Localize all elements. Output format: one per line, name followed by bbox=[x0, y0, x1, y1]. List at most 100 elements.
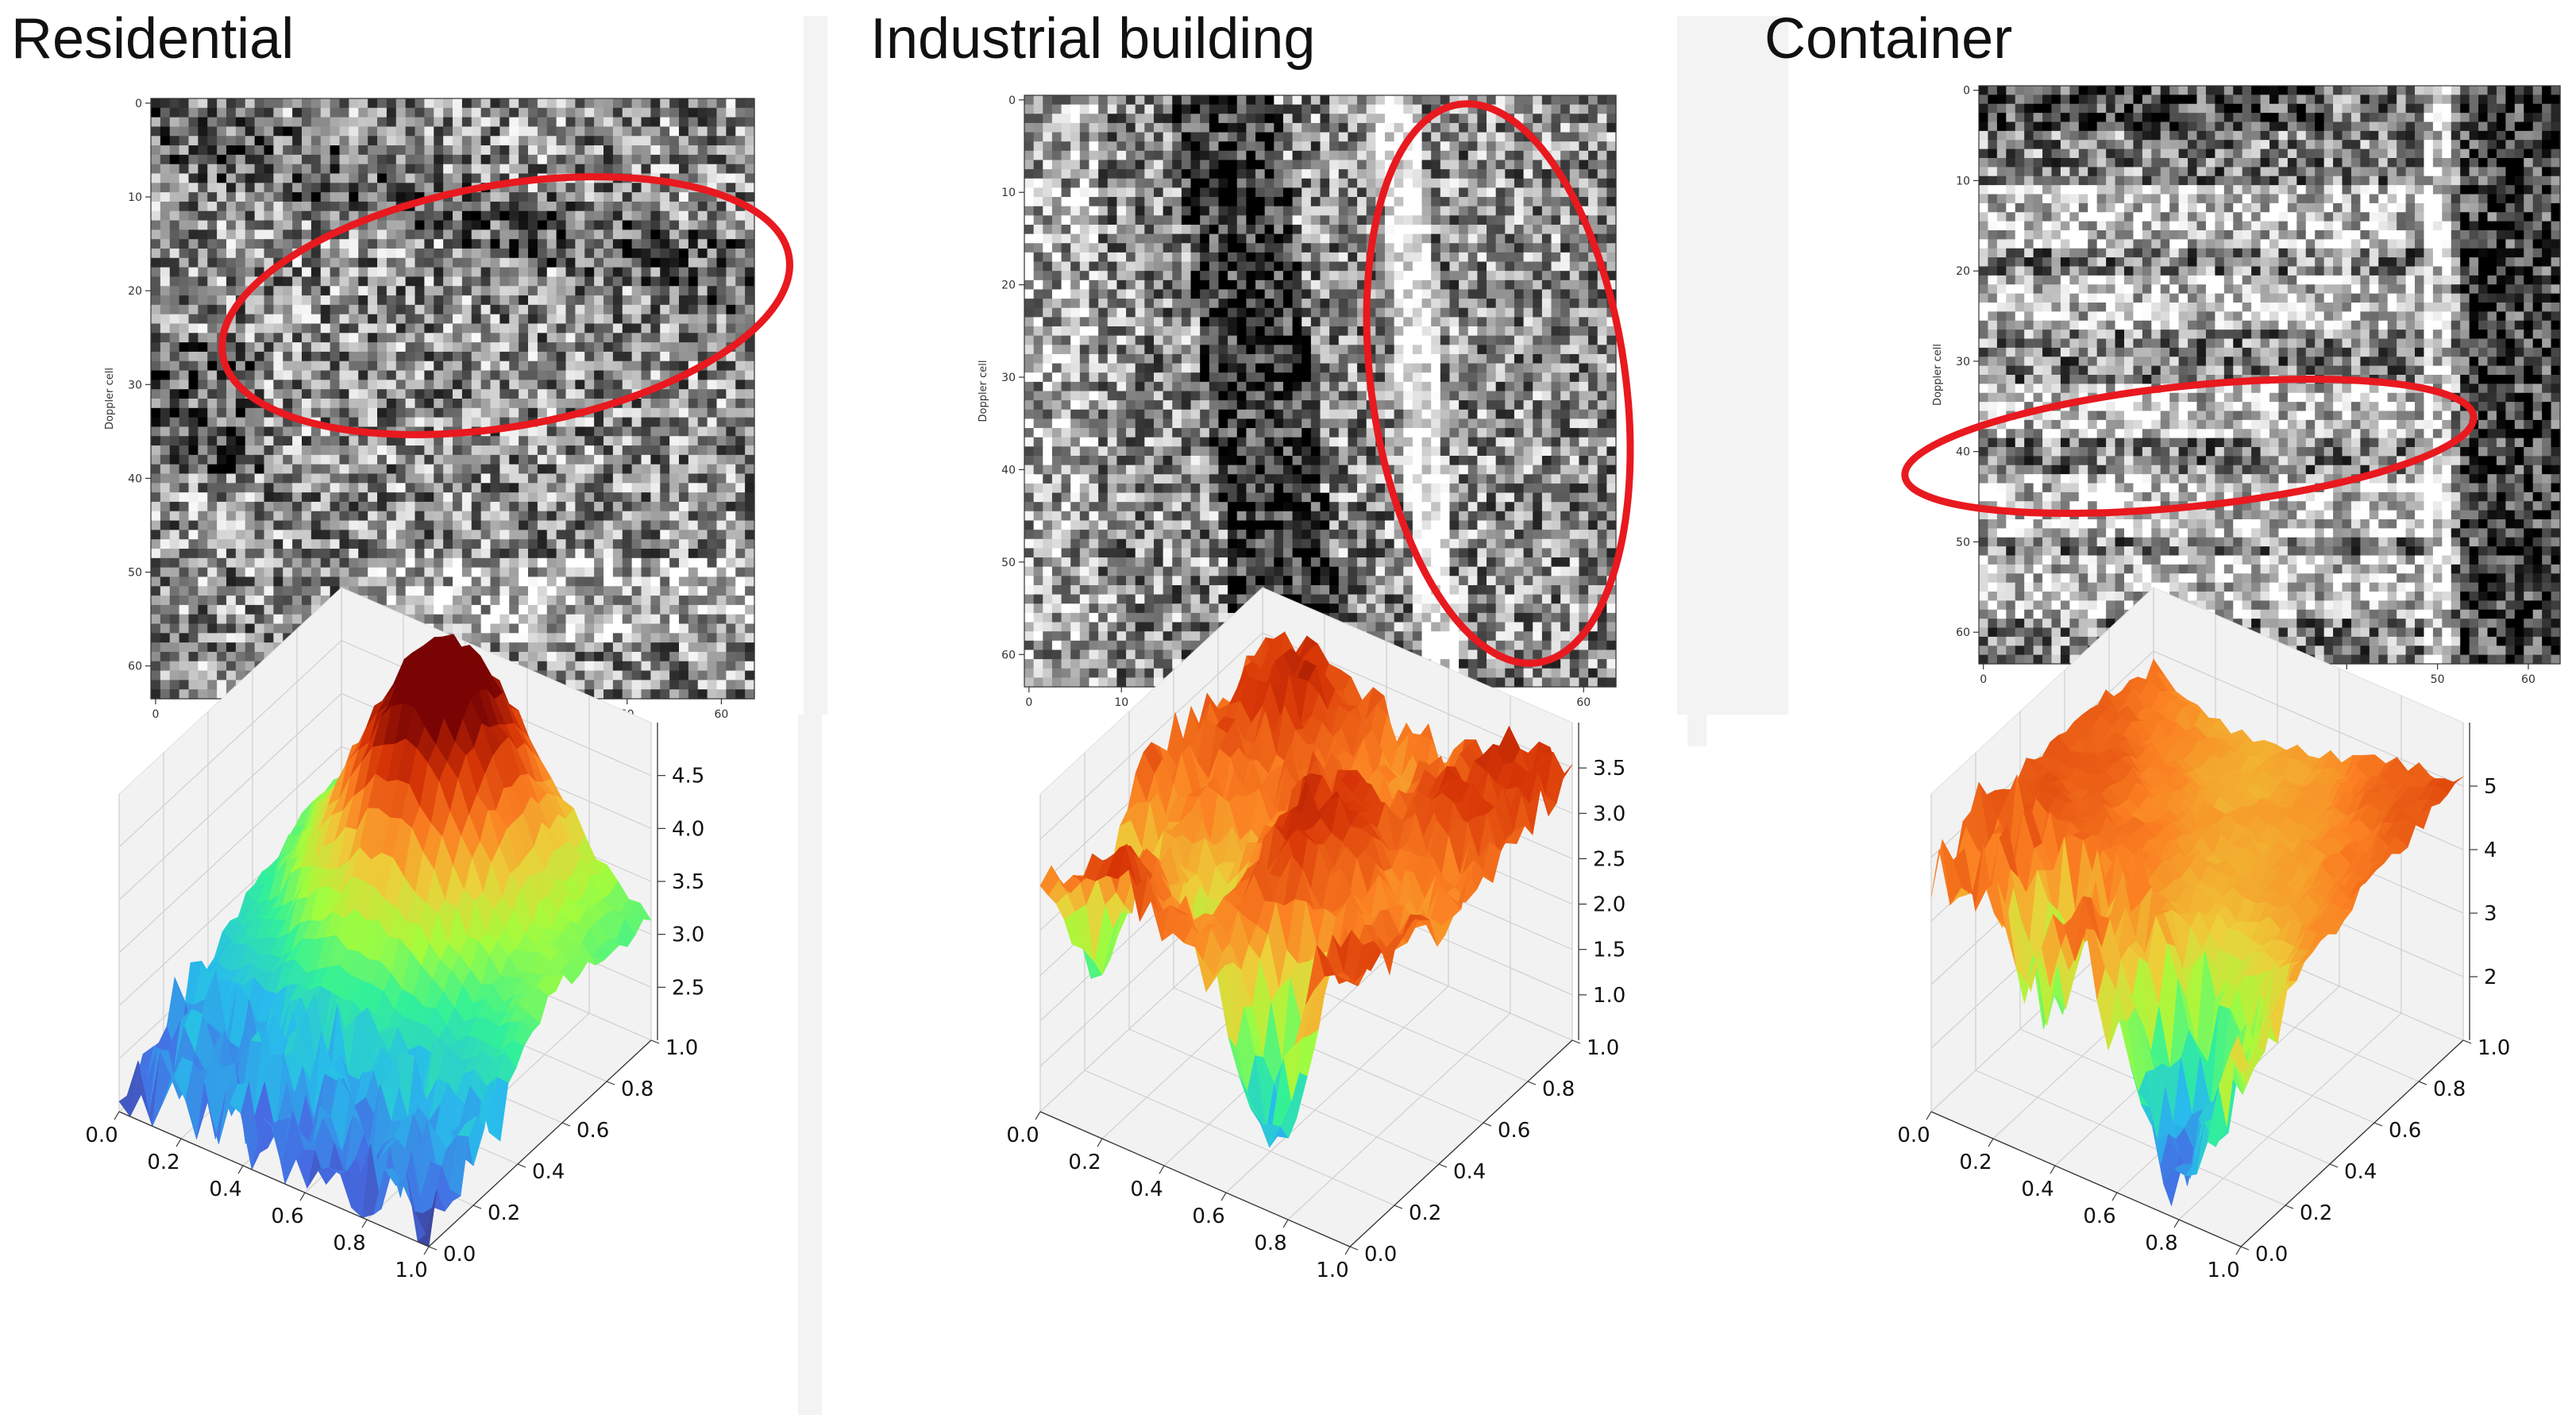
image-pixel bbox=[1070, 150, 1081, 161]
image-pixel bbox=[245, 576, 256, 587]
image-pixel bbox=[302, 154, 312, 165]
image-pixel bbox=[556, 229, 567, 240]
image-pixel bbox=[707, 164, 718, 175]
image-pixel bbox=[509, 399, 519, 409]
image-pixel bbox=[650, 220, 661, 230]
image-pixel bbox=[660, 604, 670, 615]
image-pixel bbox=[207, 267, 218, 278]
image-pixel bbox=[707, 314, 718, 325]
image-pixel bbox=[349, 257, 359, 268]
image-pixel bbox=[169, 501, 180, 512]
image-pixel bbox=[660, 276, 670, 287]
image-pixel bbox=[198, 661, 208, 672]
image-pixel bbox=[273, 454, 283, 465]
image-pixel bbox=[310, 220, 322, 230]
image-pixel bbox=[395, 473, 407, 484]
image-pixel bbox=[198, 511, 208, 522]
image-pixel bbox=[302, 530, 312, 540]
image-pixel bbox=[405, 107, 416, 118]
image-pixel bbox=[415, 530, 425, 540]
image-pixel bbox=[188, 454, 199, 465]
image-pixel bbox=[377, 183, 388, 193]
image-pixel bbox=[594, 417, 604, 428]
image-pixel bbox=[1144, 215, 1155, 226]
image-pixel bbox=[509, 145, 519, 156]
image-pixel bbox=[707, 173, 718, 183]
image-pixel bbox=[320, 183, 331, 193]
image-pixel bbox=[160, 229, 171, 240]
image-pixel bbox=[1107, 95, 1118, 106]
image-pixel bbox=[320, 389, 331, 399]
image-pixel bbox=[283, 295, 293, 306]
image-pixel bbox=[631, 351, 642, 362]
image-pixel bbox=[594, 445, 604, 456]
image-pixel bbox=[217, 445, 227, 456]
image-pixel bbox=[443, 567, 453, 578]
image-pixel bbox=[480, 145, 492, 156]
image-pixel bbox=[349, 164, 359, 175]
image-pixel bbox=[226, 286, 237, 296]
image-pixel bbox=[622, 501, 633, 512]
image-pixel bbox=[151, 136, 161, 146]
image-pixel bbox=[556, 295, 567, 306]
image-pixel bbox=[688, 295, 699, 306]
image-pixel bbox=[395, 492, 407, 503]
image-pixel bbox=[519, 399, 529, 409]
image-pixel bbox=[320, 351, 331, 362]
image-pixel bbox=[453, 436, 463, 446]
image-pixel bbox=[434, 154, 444, 165]
image-pixel bbox=[169, 304, 180, 315]
image-pixel bbox=[735, 539, 746, 549]
image-pixel bbox=[660, 98, 670, 109]
image-pixel bbox=[631, 576, 642, 587]
image-pixel bbox=[226, 670, 237, 681]
image-pixel bbox=[320, 154, 331, 165]
image-pixel bbox=[330, 257, 341, 268]
image-pixel bbox=[612, 501, 623, 512]
image-pixel bbox=[745, 98, 755, 109]
image-pixel bbox=[519, 426, 529, 437]
image-pixel bbox=[461, 380, 472, 390]
image-pixel bbox=[434, 445, 444, 456]
image-pixel bbox=[424, 323, 434, 334]
image-pixel bbox=[283, 136, 293, 146]
image-pixel bbox=[254, 98, 265, 109]
image-pixel bbox=[1375, 95, 1386, 106]
image-pixel bbox=[707, 145, 718, 156]
image-pixel bbox=[716, 586, 727, 596]
image-pixel bbox=[1181, 160, 1192, 170]
image-pixel bbox=[207, 576, 218, 587]
image-pixel bbox=[169, 680, 180, 690]
image-pixel bbox=[726, 145, 736, 156]
image-pixel bbox=[745, 436, 755, 446]
image-pixel bbox=[339, 173, 349, 183]
image-pixel bbox=[688, 210, 699, 222]
image-pixel bbox=[254, 539, 265, 549]
image-pixel bbox=[575, 661, 585, 672]
image-pixel bbox=[716, 360, 727, 372]
image-pixel bbox=[745, 295, 755, 306]
image-pixel bbox=[669, 136, 680, 146]
image-pixel bbox=[169, 464, 180, 475]
image-pixel bbox=[310, 164, 322, 175]
image-pixel bbox=[528, 249, 538, 259]
image-pixel bbox=[735, 286, 746, 296]
image-pixel bbox=[594, 483, 604, 493]
image-pixel bbox=[565, 192, 576, 202]
image-pixel bbox=[490, 239, 500, 249]
image-pixel bbox=[631, 145, 642, 156]
image-pixel bbox=[198, 596, 208, 606]
image-pixel bbox=[415, 492, 425, 503]
image-pixel bbox=[461, 483, 472, 493]
image-pixel bbox=[1310, 114, 1321, 124]
image-pixel bbox=[273, 136, 283, 146]
image-pixel bbox=[641, 492, 651, 503]
image-pixel bbox=[160, 210, 171, 222]
image-pixel bbox=[1421, 169, 1432, 179]
image-pixel bbox=[565, 520, 576, 530]
image-pixel bbox=[716, 661, 727, 672]
image-pixel bbox=[349, 192, 359, 202]
image-pixel bbox=[1459, 122, 1469, 133]
image-pixel bbox=[368, 220, 378, 230]
image-pixel bbox=[386, 183, 397, 193]
